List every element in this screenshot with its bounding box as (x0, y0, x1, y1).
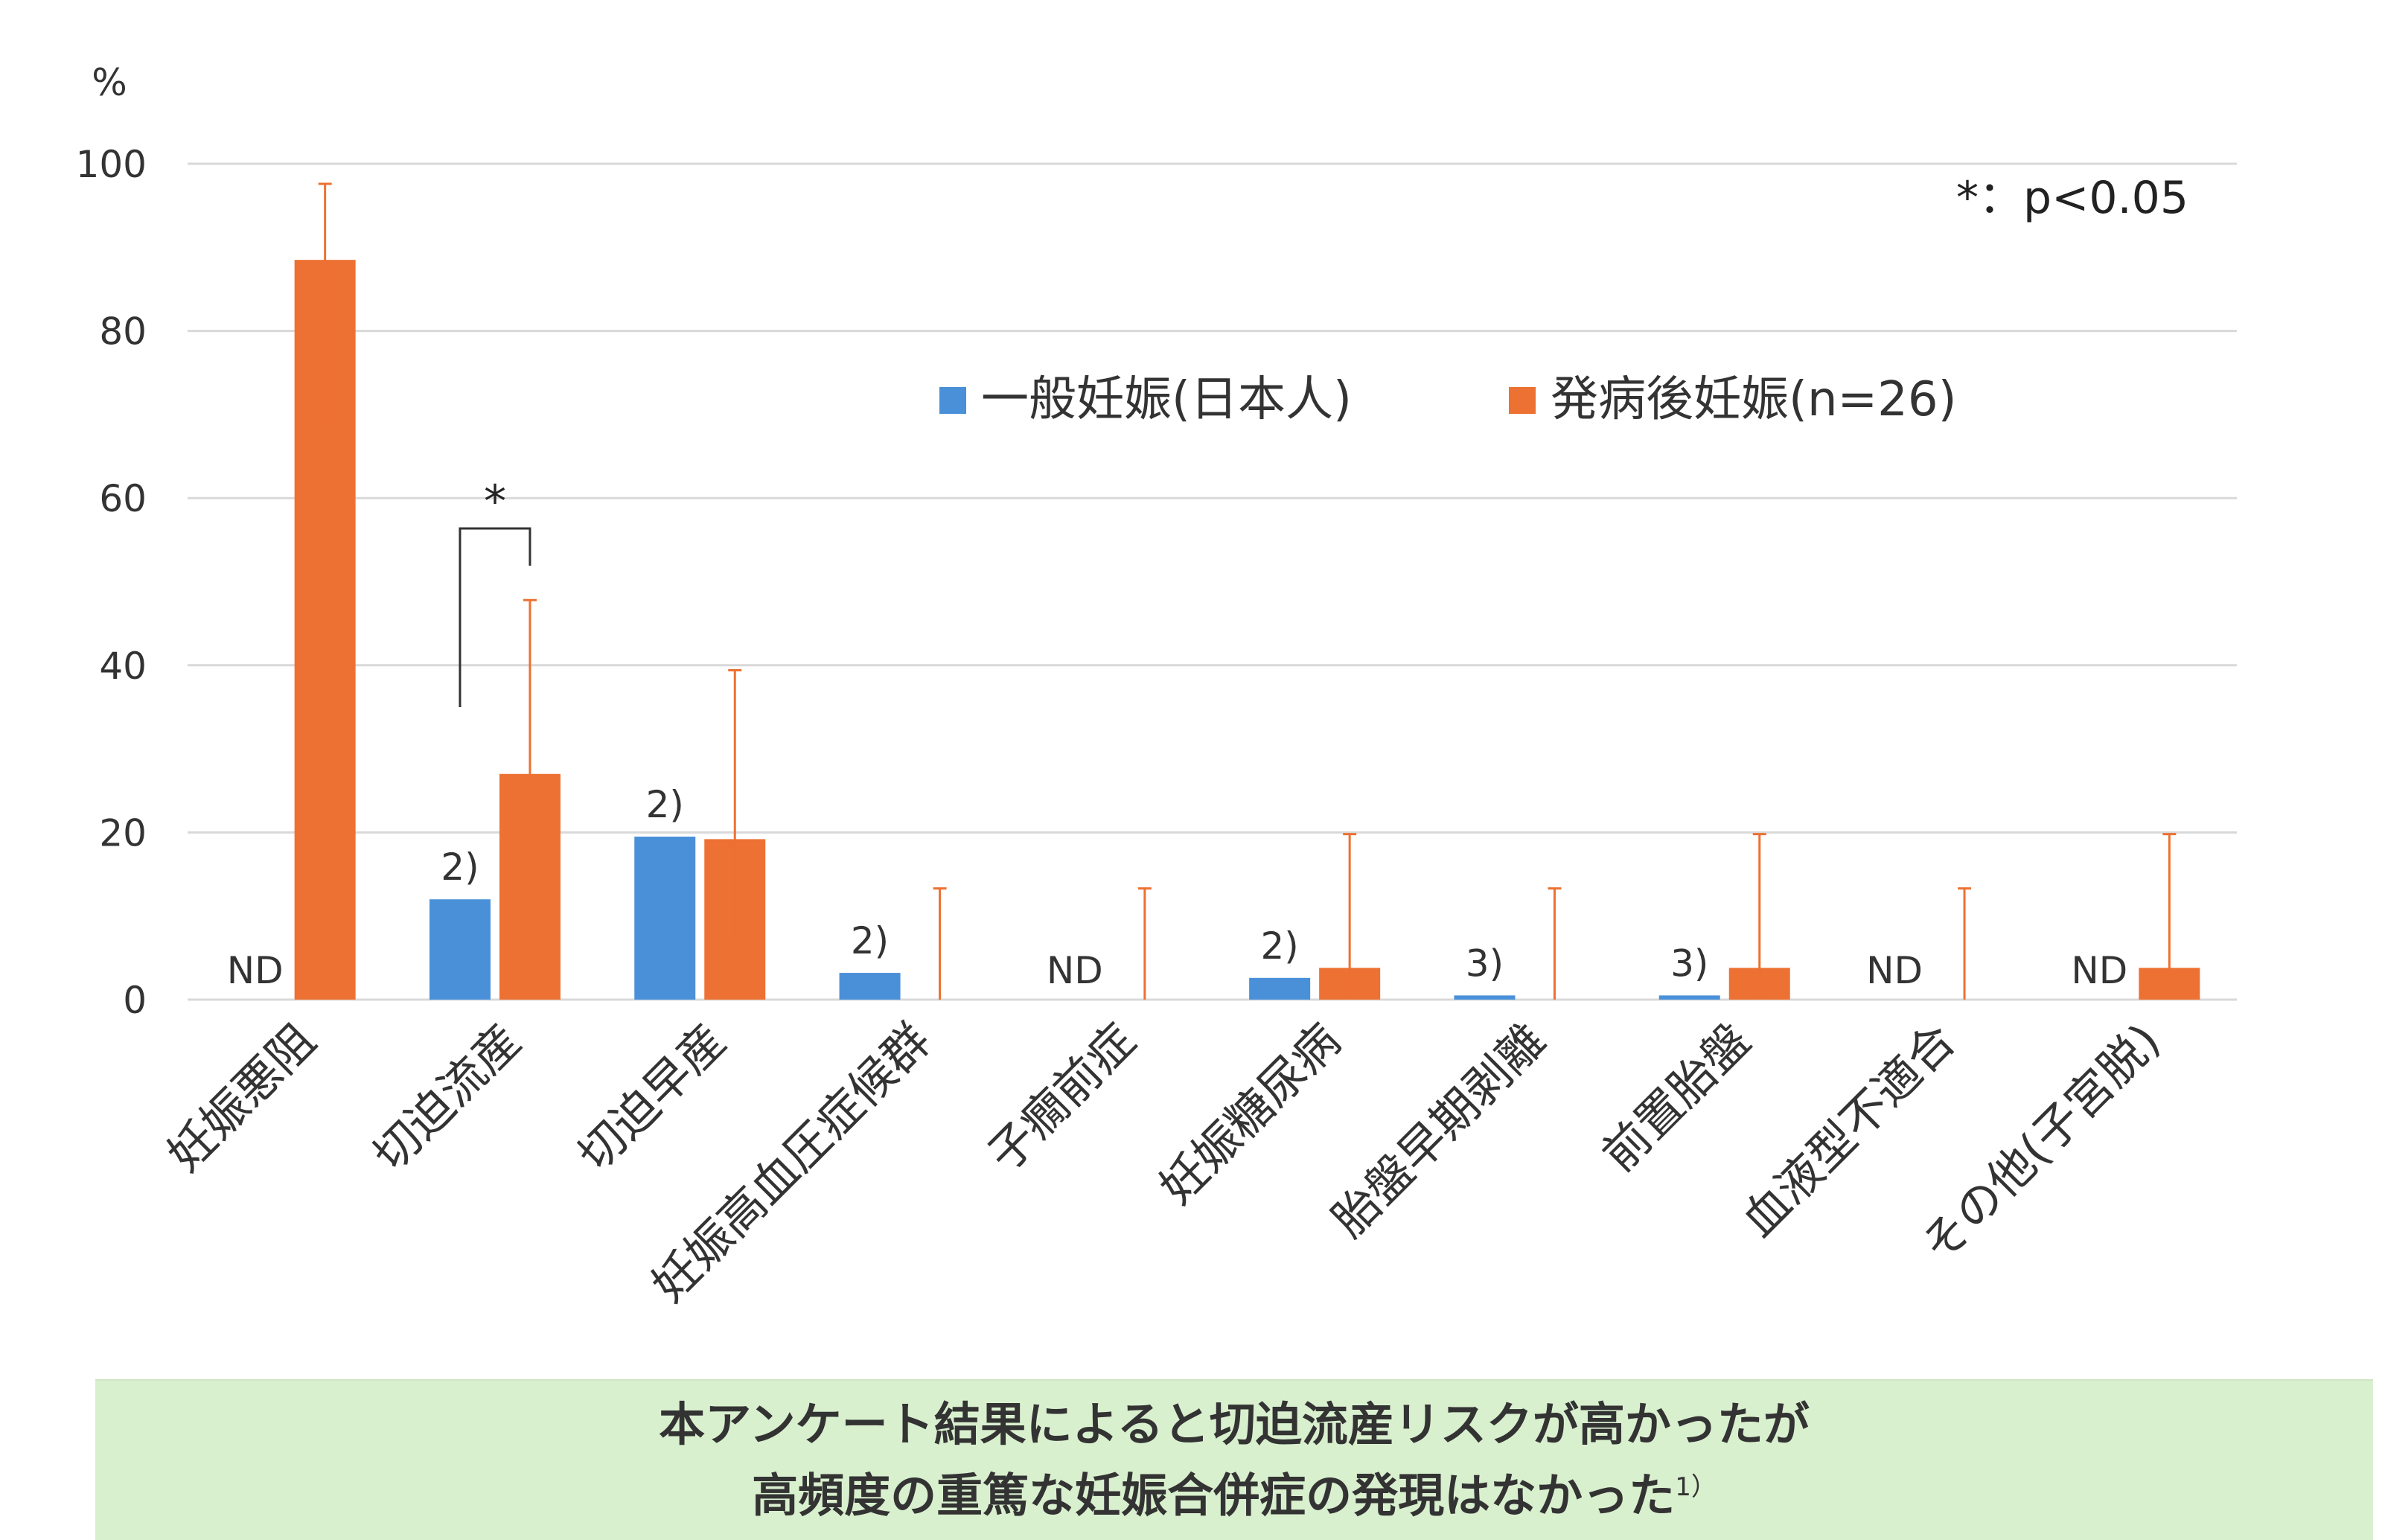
summary-footnote: 1） (1675, 1472, 1717, 1503)
summary-banner: 本アンケート結果によると切迫流産リスクが高かったが 高頻度の重篤な妊娠合併症の発… (95, 1379, 2373, 1540)
x-category-label: 妊娠糖尿病 (1149, 1013, 1351, 1215)
bar-chart: 0 20 40 60 80 100 % ND 2) 2) 2) ND 2) 3) 3) ND ND 妊娠悪阻… (76, 61, 2237, 1312)
y-axis-unit-label: % (92, 61, 127, 104)
reference-label: 3) (1670, 942, 1708, 985)
y-axis-ticks: 0 20 40 60 80 100 (76, 143, 147, 1022)
bar-labels: ND 2) 2) 2) ND 2) 3) 3) ND ND (227, 783, 2128, 992)
y-tick-label: 80 (99, 310, 147, 354)
error-bars (318, 182, 2177, 1000)
x-category-label: 切迫早産 (567, 1013, 736, 1182)
nd-label: ND (227, 949, 284, 992)
legend-swatch (1509, 387, 1536, 414)
bar-general-pregnancy (634, 837, 696, 1000)
significance-bracket-line (459, 527, 531, 707)
bar-general-pregnancy (1454, 995, 1516, 1000)
summary-line-2: 高頻度の重篤な妊娠合併症の発現はなかった1） (752, 1456, 1717, 1527)
y-tick-label: 100 (76, 143, 147, 186)
reference-label: 2) (646, 783, 684, 826)
bar-general-pregnancy (1658, 995, 1720, 1000)
x-category-label: 切迫流産 (363, 1013, 531, 1182)
legend-label: 一般妊娠(日本人) (981, 372, 1352, 427)
reference-label: 2) (851, 919, 889, 962)
summary-line-2-text: 高頻度の重篤な妊娠合併症の発現はなかった (752, 1468, 1676, 1523)
significance-bracket: * (459, 476, 531, 707)
x-category-label: 胎盤早期剥離 (1321, 1013, 1556, 1247)
bars (294, 260, 2200, 1000)
gridlines (188, 162, 2237, 1001)
y-tick-label: 60 (99, 477, 147, 520)
y-tick-label: 0 (123, 979, 147, 1022)
significance-marker: * (484, 476, 506, 528)
x-category-label: 血液型不適合 (1731, 1013, 1966, 1247)
y-tick-label: 40 (99, 645, 147, 688)
legend: 一般妊娠(日本人) 発病後妊娠(n=26) (939, 372, 1957, 427)
x-category-label: 子癇前症 (977, 1013, 1146, 1182)
significance-annotation: *：p<0.05 (1956, 172, 2188, 224)
reference-label: 2) (1260, 924, 1298, 968)
nd-label: ND (1047, 949, 1103, 992)
legend-label: 発病後妊娠(n=26) (1551, 372, 1957, 427)
bar-general-pregnancy (429, 899, 491, 1000)
bar-general-pregnancy (1249, 977, 1311, 1000)
nd-label: ND (1866, 949, 1923, 992)
nd-label: ND (2071, 949, 2127, 992)
bar-general-pregnancy (839, 973, 901, 1000)
summary-line-1: 本アンケート結果によると切迫流産リスクが高かったが (659, 1397, 1810, 1452)
reference-label: 2) (441, 846, 479, 889)
x-category-label: 妊娠悪阻 (157, 1013, 326, 1182)
reference-label: 3) (1466, 942, 1504, 985)
legend-swatch (939, 387, 966, 414)
x-category-label: 前置胎盤 (1591, 1013, 1760, 1182)
y-tick-label: 20 (99, 811, 147, 854)
